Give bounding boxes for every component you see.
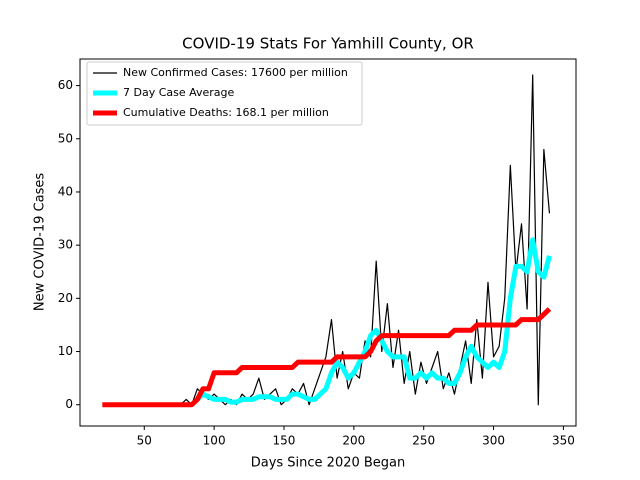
- series-line: [102, 307, 552, 408]
- x-tick-label: 100: [203, 434, 226, 448]
- legend-label: Cumulative Deaths: 168.1 per million: [123, 106, 329, 119]
- chart-title: COVID-19 Stats For Yamhill County, OR: [182, 35, 474, 53]
- x-axis-label: Days Since 2020 Began: [251, 456, 406, 471]
- y-tick-label: 50: [58, 131, 73, 145]
- y-axis-label: New COVID-19 Cases: [33, 173, 48, 311]
- y-tick-label: 20: [58, 291, 73, 305]
- y-tick-label: 40: [58, 184, 73, 198]
- x-tick-label: 200: [342, 434, 365, 448]
- y-tick-label: 0: [65, 397, 73, 411]
- y-tick-label: 10: [58, 344, 73, 358]
- x-tick-label: 300: [482, 434, 505, 448]
- x-tick-label: 350: [552, 434, 575, 448]
- y-tick-label: 60: [58, 78, 73, 92]
- legend-label: New Confirmed Cases: 17600 per million: [123, 66, 348, 79]
- plot-frame: [79, 58, 577, 427]
- series-line: [195, 237, 552, 405]
- legend-label: 7 Day Case Average: [123, 86, 235, 99]
- x-tick-label: 250: [412, 434, 435, 448]
- x-tick-label: 50: [137, 434, 152, 448]
- legend-box: [86, 61, 363, 126]
- y-tick-label: 30: [58, 238, 73, 252]
- series-line: [180, 74, 551, 406]
- x-tick-label: 150: [273, 434, 296, 448]
